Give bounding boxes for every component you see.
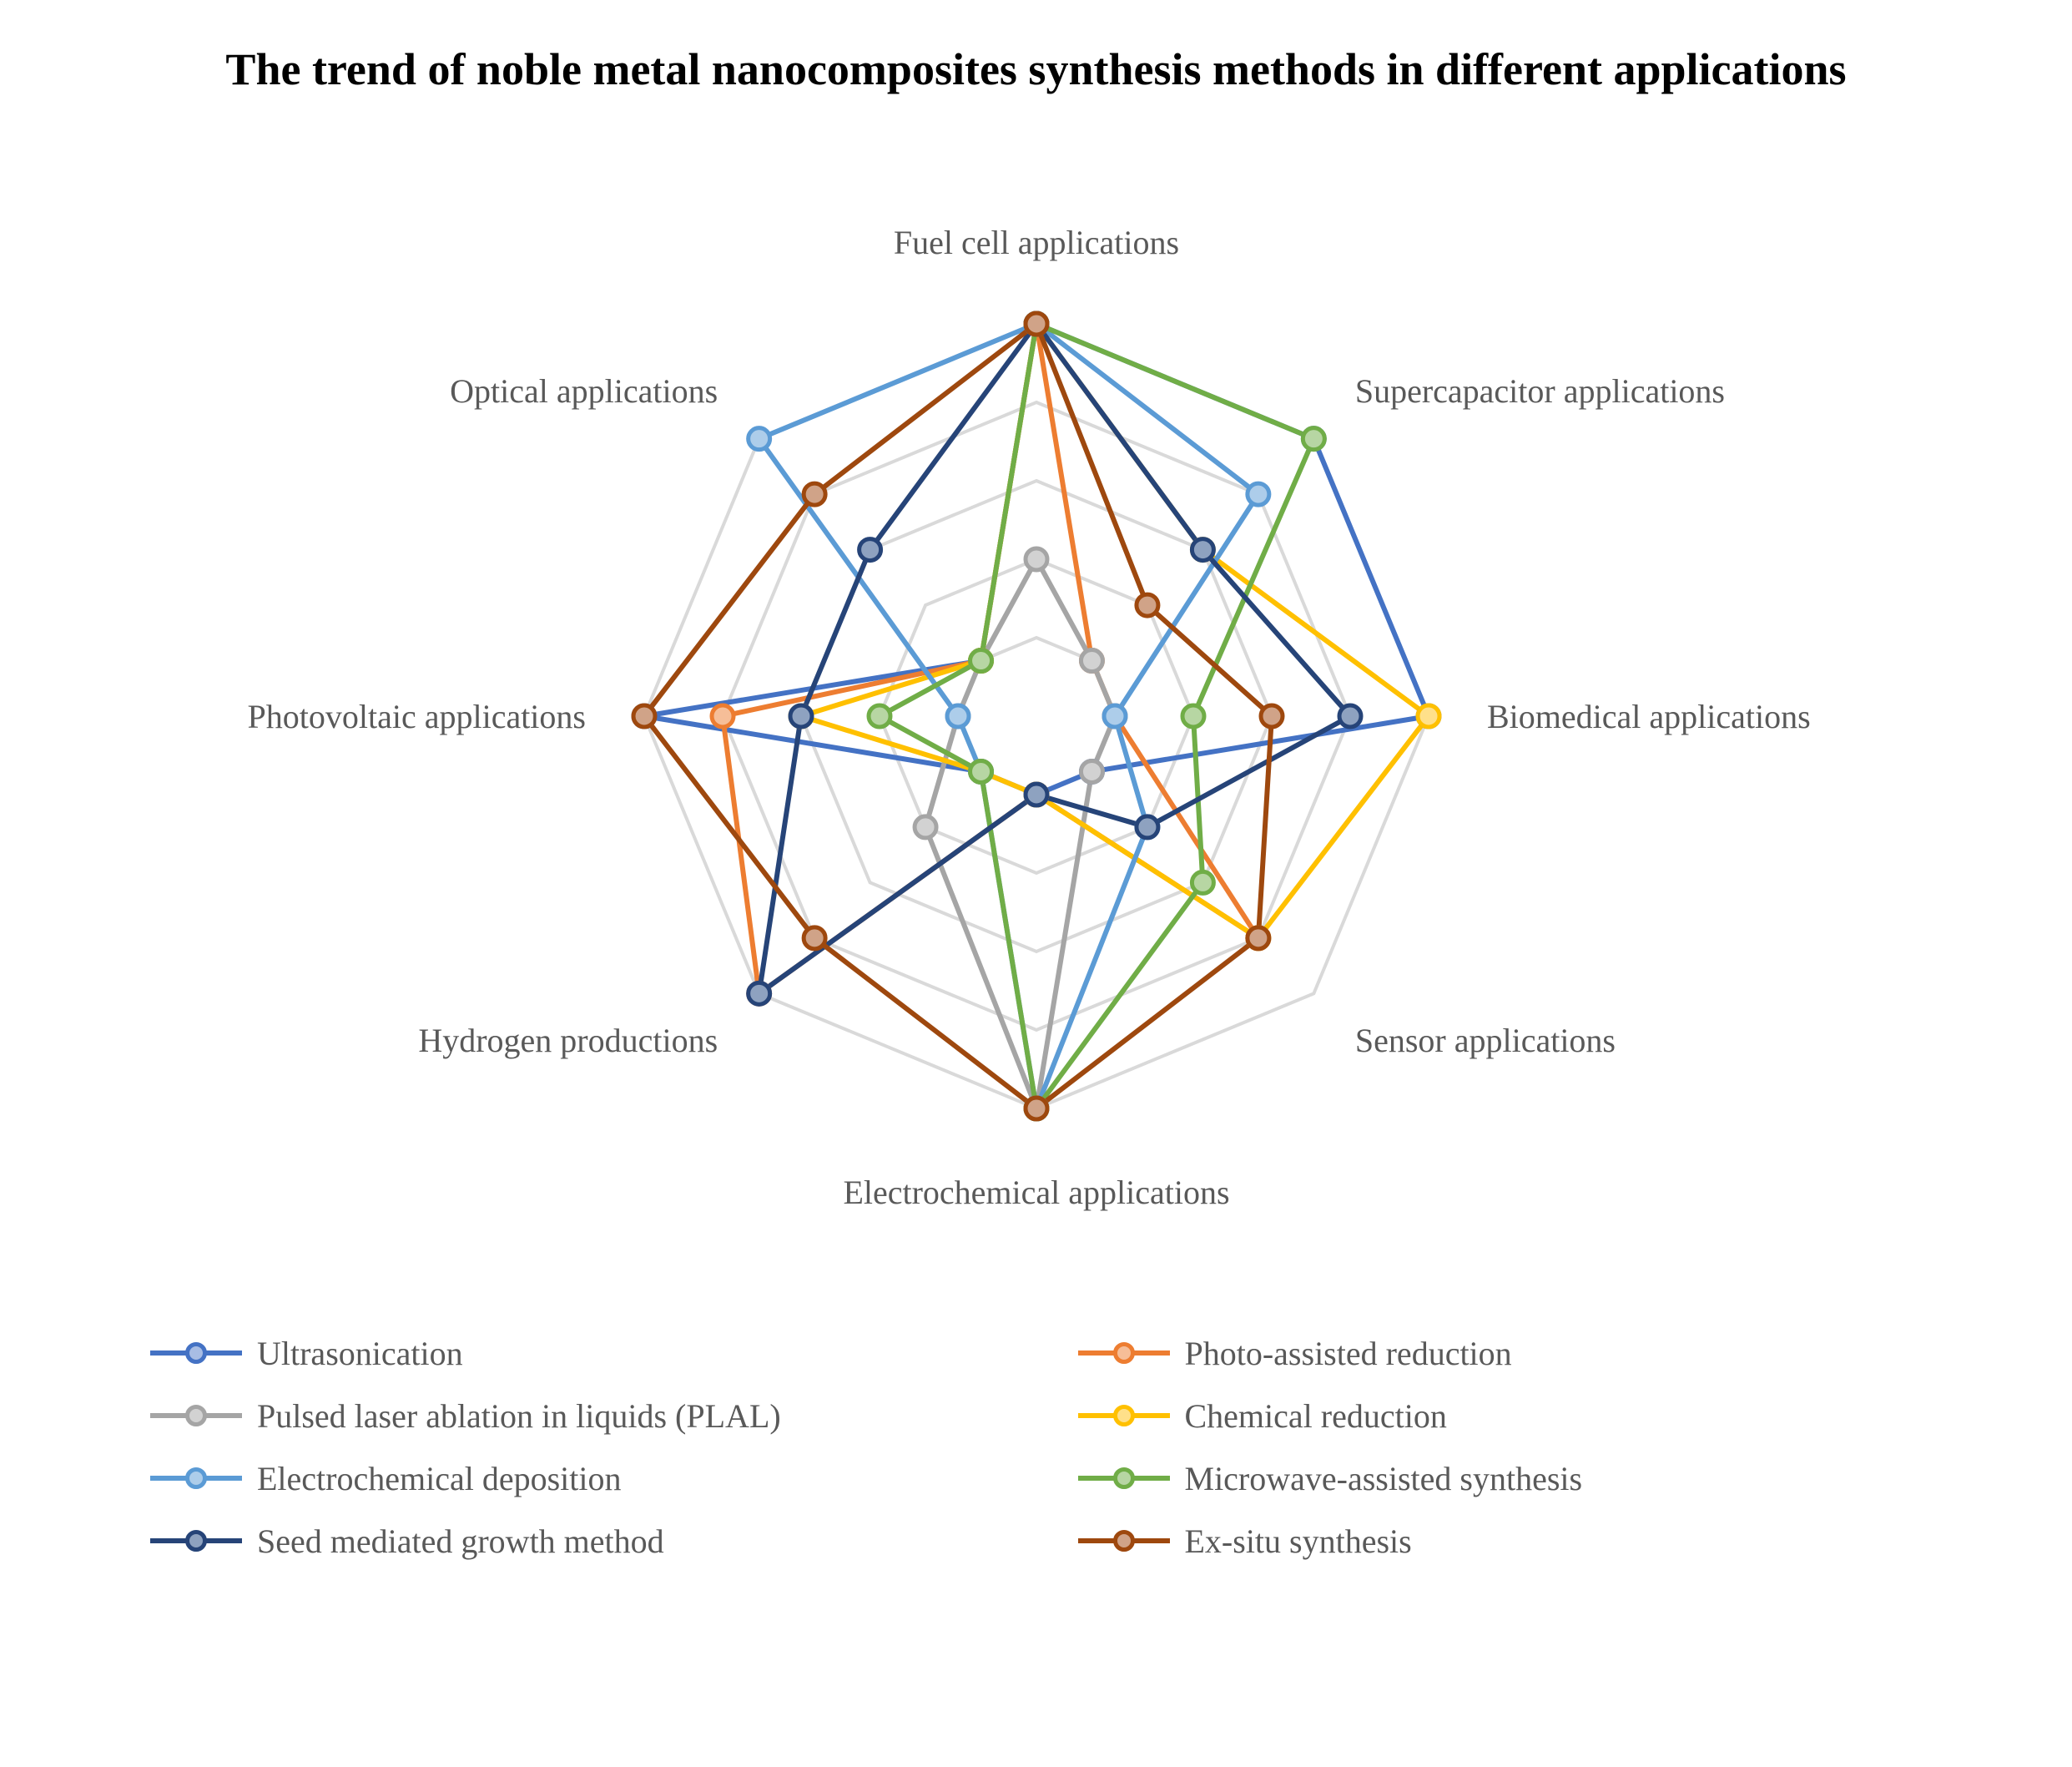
series-marker: [1303, 427, 1324, 449]
series-marker: [712, 705, 734, 727]
legend-item: Pulsed laser ablation in liquids (PLAL): [150, 1396, 1045, 1436]
series-marker: [1026, 784, 1047, 805]
series-marker: [970, 760, 991, 782]
axis-label: Supercapacitor applications: [1354, 372, 1724, 410]
legend-label: Chemical reduction: [1185, 1396, 1447, 1436]
series-marker: [1081, 649, 1102, 671]
series-marker: [869, 705, 890, 727]
series-marker: [859, 538, 880, 560]
legend-swatch: [150, 1401, 242, 1431]
legend-swatch: [150, 1338, 242, 1368]
legend-item: Photo-assisted reduction: [1078, 1334, 1973, 1373]
legend-label: Microwave-assisted synthesis: [1185, 1459, 1583, 1498]
series-marker: [1026, 1098, 1047, 1119]
legend-item: Ex-situ synthesis: [1078, 1522, 1973, 1561]
legend-item: Microwave-assisted synthesis: [1078, 1459, 1973, 1498]
series-marker: [947, 705, 969, 727]
axis-label: Photovoltaic applications: [247, 698, 586, 735]
radar-chart: Fuel cell applications Supercapacitor app…: [77, 132, 1996, 1300]
legend-label: Seed mediated growth method: [257, 1522, 664, 1561]
axis-label: Biomedical applications: [1487, 698, 1811, 735]
legend-label: Pulsed laser ablation in liquids (PLAL): [257, 1396, 781, 1436]
axis-label: Fuel cell applications: [893, 224, 1178, 261]
series-marker: [1192, 871, 1213, 893]
series-marker: [1261, 705, 1283, 727]
series-marker: [970, 649, 991, 671]
series-marker: [915, 815, 936, 837]
legend-item: Seed mediated growth method: [150, 1522, 1045, 1561]
series-marker: [1136, 815, 1157, 837]
series-marker: [1339, 705, 1361, 727]
series-marker: [804, 483, 825, 505]
page-root: The trend of noble metal nanocomposites …: [0, 0, 2072, 1767]
series-marker: [804, 926, 825, 948]
axis-label: Hydrogen productions: [418, 1021, 718, 1058]
series-marker: [748, 982, 769, 1004]
legend-swatch: [150, 1526, 242, 1556]
axis-label: Electrochemical applications: [843, 1174, 1229, 1211]
legend-label: Ultrasonication: [257, 1334, 463, 1373]
series-marker: [1418, 705, 1439, 727]
series-marker: [1192, 538, 1213, 560]
legend-item: Ultrasonication: [150, 1334, 1045, 1373]
legend-swatch: [1078, 1463, 1170, 1493]
legend-label: Photo-assisted reduction: [1185, 1334, 1512, 1373]
series-marker: [1247, 483, 1268, 505]
series-marker: [790, 705, 812, 727]
legend-swatch: [1078, 1401, 1170, 1431]
legend-item: Chemical reduction: [1078, 1396, 1973, 1436]
series-marker: [1136, 594, 1157, 616]
series-marker: [633, 705, 655, 727]
legend-item: Electrochemical deposition: [150, 1459, 1045, 1498]
series-marker: [748, 427, 769, 449]
series-marker: [1104, 705, 1126, 727]
series-marker: [1182, 705, 1204, 727]
legend-label: Ex-situ synthesis: [1185, 1522, 1412, 1561]
axis-label: Optical applications: [450, 372, 718, 410]
legend-swatch: [150, 1463, 242, 1493]
series-marker: [1026, 313, 1047, 335]
series-marker: [1026, 548, 1047, 570]
legend-label: Electrochemical deposition: [257, 1459, 622, 1498]
series-marker: [1247, 926, 1268, 948]
chart-title: The trend of noble metal nanocomposites …: [118, 42, 1954, 98]
chart-container: Fuel cell applications Supercapacitor app…: [50, 132, 2022, 1300]
legend-swatch: [1078, 1338, 1170, 1368]
series-marker: [1081, 760, 1102, 782]
axis-label: Sensor applications: [1354, 1021, 1615, 1058]
legend: Ultrasonication Photo-assisted reduction P…: [150, 1334, 1972, 1561]
legend-swatch: [1078, 1526, 1170, 1556]
